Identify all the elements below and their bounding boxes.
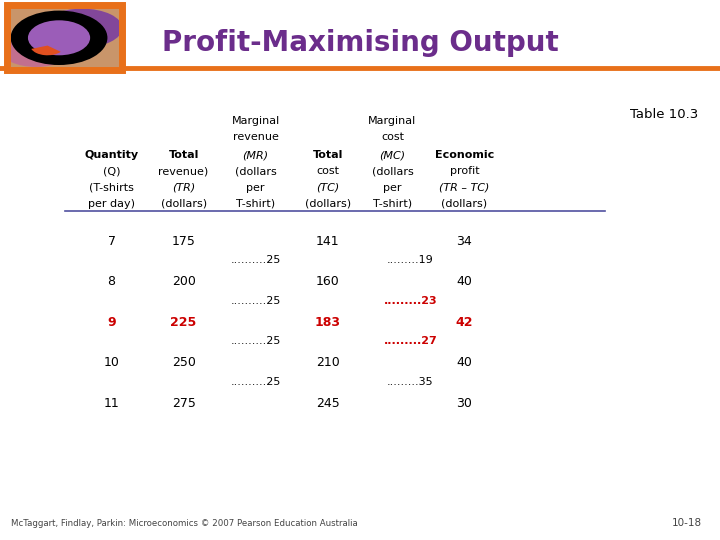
Ellipse shape <box>1 35 71 67</box>
Text: Total: Total <box>168 150 199 160</box>
Text: (dollars: (dollars <box>235 166 276 177</box>
Text: 40: 40 <box>456 356 472 369</box>
Ellipse shape <box>42 9 122 48</box>
Text: cost: cost <box>316 166 339 177</box>
Text: Total: Total <box>312 150 343 160</box>
Text: revenue): revenue) <box>158 166 209 177</box>
Text: ..........25: ..........25 <box>230 296 281 306</box>
Text: 10-18: 10-18 <box>672 518 702 528</box>
Text: 275: 275 <box>171 397 196 410</box>
Text: 210: 210 <box>316 356 339 369</box>
Text: 34: 34 <box>456 235 472 248</box>
Text: per: per <box>383 183 402 193</box>
Text: (T-shirts: (T-shirts <box>89 183 134 193</box>
Text: Profit-Maximising Output: Profit-Maximising Output <box>162 29 559 57</box>
Text: Economic: Economic <box>435 150 494 160</box>
Text: profit: profit <box>449 166 480 177</box>
Text: 9: 9 <box>107 316 116 329</box>
Text: 42: 42 <box>456 316 473 329</box>
Text: Marginal: Marginal <box>368 116 417 126</box>
Text: (MR): (MR) <box>243 150 269 160</box>
Text: ..........25: ..........25 <box>230 336 281 347</box>
Text: .........19: .........19 <box>387 255 433 266</box>
Text: per: per <box>246 183 265 193</box>
Text: 160: 160 <box>316 275 339 288</box>
Text: revenue: revenue <box>233 132 279 143</box>
Text: 40: 40 <box>456 275 472 288</box>
Text: (TR – TC): (TR – TC) <box>439 183 490 193</box>
Text: 10: 10 <box>104 356 120 369</box>
Text: 183: 183 <box>315 316 341 329</box>
Text: T-shirt): T-shirt) <box>373 199 412 209</box>
Text: ..........25: ..........25 <box>230 377 281 387</box>
Text: Quantity: Quantity <box>84 150 139 160</box>
Text: cost: cost <box>381 132 404 143</box>
Circle shape <box>28 21 90 55</box>
Text: (TC): (TC) <box>316 183 339 193</box>
Text: (dollars): (dollars) <box>305 199 351 209</box>
Text: 8: 8 <box>107 275 116 288</box>
Text: 141: 141 <box>316 235 339 248</box>
Text: McTaggart, Findlay, Parkin: Microeconomics © 2007 Pearson Education Australia: McTaggart, Findlay, Parkin: Microeconomi… <box>11 519 358 528</box>
Text: (dollars): (dollars) <box>441 199 487 209</box>
Text: 200: 200 <box>171 275 196 288</box>
Text: (MC): (MC) <box>379 150 405 160</box>
Text: .........27: .........27 <box>384 336 437 347</box>
Text: .........23: .........23 <box>384 296 437 306</box>
Text: (dollars): (dollars) <box>161 199 207 209</box>
Text: (dollars: (dollars <box>372 166 413 177</box>
Text: Table 10.3: Table 10.3 <box>630 108 698 121</box>
Text: .........35: .........35 <box>387 377 433 387</box>
Text: 30: 30 <box>456 397 472 410</box>
Circle shape <box>11 11 107 65</box>
Text: 175: 175 <box>171 235 196 248</box>
Text: 11: 11 <box>104 397 120 410</box>
Text: (TR): (TR) <box>172 183 195 193</box>
Text: 245: 245 <box>316 397 339 410</box>
Text: per day): per day) <box>88 199 135 209</box>
Text: 225: 225 <box>171 316 197 329</box>
Wedge shape <box>31 45 60 55</box>
Text: ..........25: ..........25 <box>230 255 281 266</box>
Text: T-shirt): T-shirt) <box>236 199 275 209</box>
Text: (Q): (Q) <box>103 166 120 177</box>
Text: Marginal: Marginal <box>231 116 280 126</box>
Text: 7: 7 <box>107 235 116 248</box>
Text: 250: 250 <box>171 356 196 369</box>
